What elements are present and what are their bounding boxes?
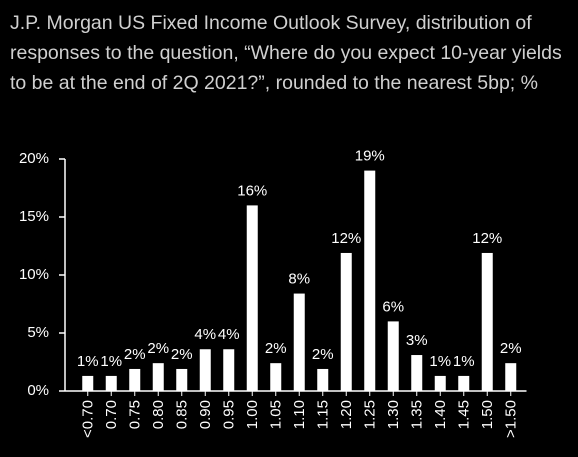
value-label: 2% — [500, 340, 522, 357]
value-label: 2% — [124, 346, 146, 363]
value-label: 2% — [312, 346, 334, 363]
bar — [458, 375, 470, 391]
y-tick-label: 5% — [27, 324, 49, 341]
y-tick-label: 20% — [19, 150, 49, 167]
y-tick-label: 15% — [19, 208, 49, 225]
x-tick-label: 0.70 — [103, 400, 120, 429]
value-label: 12% — [331, 230, 361, 247]
bar — [270, 363, 282, 391]
x-tick-label: 1.40 — [432, 400, 449, 429]
x-tick-label: 1.20 — [338, 400, 355, 429]
bar — [340, 252, 352, 391]
bar — [411, 355, 423, 391]
value-label: 2% — [147, 340, 169, 357]
value-label: 2% — [171, 346, 193, 363]
bar — [82, 375, 94, 391]
x-tick-label: 1.15 — [314, 400, 331, 429]
value-label: 3% — [406, 332, 428, 349]
value-label: 12% — [472, 230, 502, 247]
value-label: 1% — [453, 353, 475, 370]
x-tick-label: 0.75 — [126, 400, 143, 429]
bar — [199, 349, 211, 391]
value-label: 1% — [100, 353, 122, 370]
value-label: 16% — [237, 182, 267, 199]
value-label: 1% — [77, 353, 99, 370]
bar — [364, 170, 376, 391]
x-tick-label: >1.50 — [502, 400, 519, 438]
value-label: 1% — [429, 353, 451, 370]
bar — [434, 375, 446, 391]
value-label: 4% — [194, 326, 216, 343]
x-tick-label: 1.50 — [479, 400, 496, 429]
value-label: 2% — [265, 340, 287, 357]
y-tick-label: 10% — [19, 266, 49, 283]
x-tick-label: 1.00 — [244, 400, 261, 429]
bar — [246, 205, 258, 391]
bar — [105, 375, 117, 391]
chart-title: J.P. Morgan US Fixed Income Outlook Surv… — [10, 12, 562, 94]
bar — [129, 368, 141, 391]
bar — [481, 252, 493, 391]
value-label: 6% — [382, 298, 404, 315]
bar — [317, 368, 329, 391]
x-tick-label: 1.30 — [385, 400, 402, 429]
bar — [223, 349, 235, 391]
value-label: 19% — [355, 148, 385, 165]
x-tick-label: 0.90 — [197, 400, 214, 429]
x-tick-label: 1.25 — [361, 400, 378, 429]
bar — [293, 293, 305, 391]
value-label: 4% — [218, 326, 240, 343]
x-tick-label: 0.95 — [220, 400, 237, 429]
bar — [387, 321, 399, 391]
x-tick-label: 0.80 — [150, 400, 167, 429]
bar — [152, 363, 164, 391]
bar — [505, 363, 517, 391]
value-label: 8% — [288, 271, 310, 288]
x-tick-label: 0.85 — [173, 400, 190, 429]
x-tick-label: 1.35 — [408, 400, 425, 429]
x-tick-label: 1.05 — [267, 400, 284, 429]
y-tick-label: 0% — [27, 382, 49, 399]
bar — [176, 368, 188, 391]
x-tick-label: <0.70 — [79, 400, 96, 438]
x-tick-label: 1.45 — [455, 400, 472, 429]
x-tick-label: 1.10 — [291, 400, 308, 429]
